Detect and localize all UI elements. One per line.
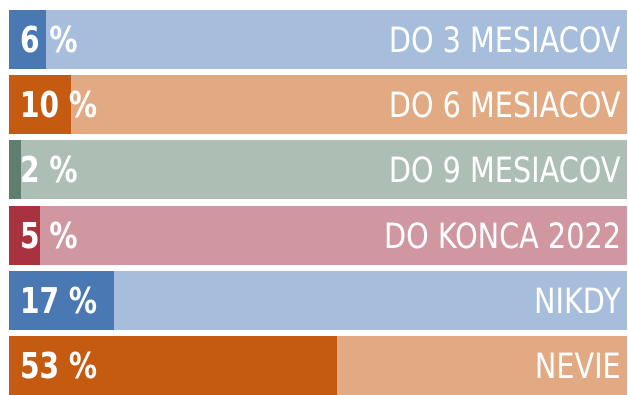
bar-category-label: NEVIE — [535, 347, 621, 387]
bar-category-label: DO KONCA 2022 — [384, 217, 621, 257]
bar-fill — [9, 75, 71, 134]
bar-fill — [9, 140, 22, 199]
bar-row: 53 % NEVIE — [9, 336, 627, 395]
bar-fill — [9, 336, 337, 395]
bar-value-label: 10 % — [20, 85, 97, 126]
bar-value-label: 2 % — [20, 150, 78, 191]
bar-row: 2 % DO 9 MESIACOV — [9, 140, 627, 199]
bar-category-label: NIKDY — [534, 282, 621, 322]
bar-row: 6 % DO 3 MESIACOV — [9, 10, 627, 69]
bar-row: 10 % DO 6 MESIACOV — [9, 75, 627, 134]
bar-value-label: 5 % — [20, 216, 78, 257]
bar-category-label: DO 3 MESIACOV — [389, 21, 621, 61]
bar-value-label: 6 % — [20, 20, 78, 61]
bar-row: 5 % DO KONCA 2022 — [9, 206, 627, 265]
bar-value-label: 17 % — [20, 281, 97, 322]
bar-fill — [9, 10, 47, 69]
bar-value-label: 53 % — [20, 346, 97, 387]
bar-row: 17 % NIKDY — [9, 271, 627, 330]
bar-fill — [9, 271, 115, 330]
bar-fill — [9, 206, 40, 265]
bar-category-label: DO 9 MESIACOV — [389, 151, 621, 191]
bar-category-label: DO 6 MESIACOV — [389, 86, 621, 126]
